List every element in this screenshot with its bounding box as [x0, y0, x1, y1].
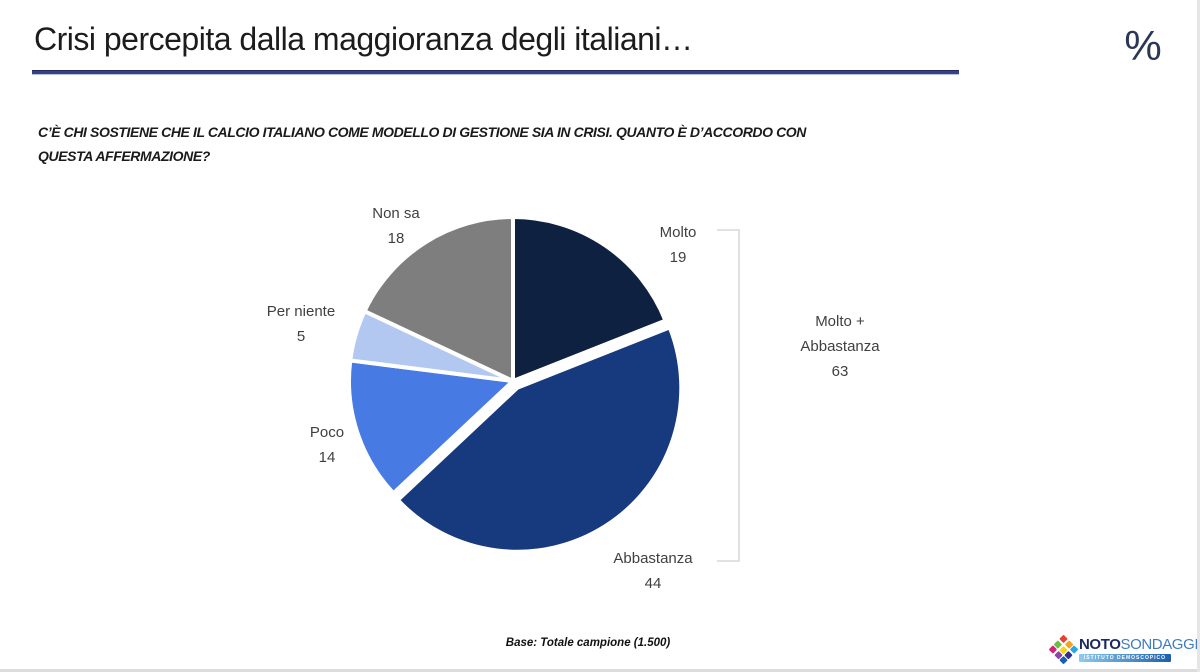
slice-label-text: Non sa: [372, 205, 420, 222]
base-note: Base: Totale campione (1.500): [505, 637, 671, 649]
logo-name-light: SONDAGGI: [1120, 635, 1199, 653]
slice-value: 44: [644, 575, 662, 592]
slice-label-molto: Molto 19: [618, 220, 738, 270]
slice-label-text: Per niente: [266, 303, 336, 320]
logo-name: NOTOSONDAGGI: [1079, 635, 1199, 653]
slide-edge-bottom: [0, 669, 1200, 672]
slice-value: 5: [296, 328, 306, 345]
logo-mosaic-grid: [1048, 634, 1079, 664]
slice-value: 19: [669, 249, 687, 266]
bracket: [717, 229, 740, 562]
slice-label-text: Abbastanza: [613, 550, 693, 567]
survey-question-line2: QUESTA AFFERMAZIONE?: [38, 148, 210, 164]
slice-label-text: Molto: [659, 224, 697, 241]
survey-question: C’È CHI SOSTIENE CHE IL CALCIO ITALIANO …: [38, 120, 938, 168]
slice-label-text: Poco: [309, 424, 345, 441]
slice-label-abbastanza: Abbastanza 44: [588, 546, 718, 596]
logo: NOTOSONDAGGI ISTITUTO DEMOSCOPICO: [1048, 632, 1199, 666]
annotation-line1: Molto +: [815, 313, 865, 330]
slide-title: Crisi percepita dalla maggioranza degli …: [34, 21, 693, 57]
survey-question-line1: C’È CHI SOSTIENE CHE IL CALCIO ITALIANO …: [38, 124, 807, 140]
slice-label-non-sa: Non sa 18: [336, 201, 456, 251]
percent-symbol: %: [1124, 22, 1162, 69]
slide-edge-right: [1197, 0, 1200, 672]
logo-mosaic-icon: [1048, 634, 1079, 664]
annotation-line2: Abbastanza: [800, 338, 880, 355]
pie-slice-abbastanza: [395, 325, 684, 554]
slice-value: 18: [387, 230, 405, 247]
logo-tagline: ISTITUTO DEMOSCOPICO: [1079, 653, 1171, 662]
logo-name-bold: NOTO: [1079, 635, 1121, 653]
logo-text: NOTOSONDAGGI ISTITUTO DEMOSCOPICO: [1079, 635, 1199, 662]
annotation-value: 63: [831, 363, 849, 380]
slice-label-per-niente: Per niente 5: [226, 299, 376, 349]
annotation-molto-plus-abbastanza: Molto + Abbastanza 63: [765, 309, 915, 384]
slice-value: 14: [318, 449, 336, 466]
title-underline: [32, 70, 959, 75]
slice-label-poco: Poco 14: [267, 420, 387, 470]
